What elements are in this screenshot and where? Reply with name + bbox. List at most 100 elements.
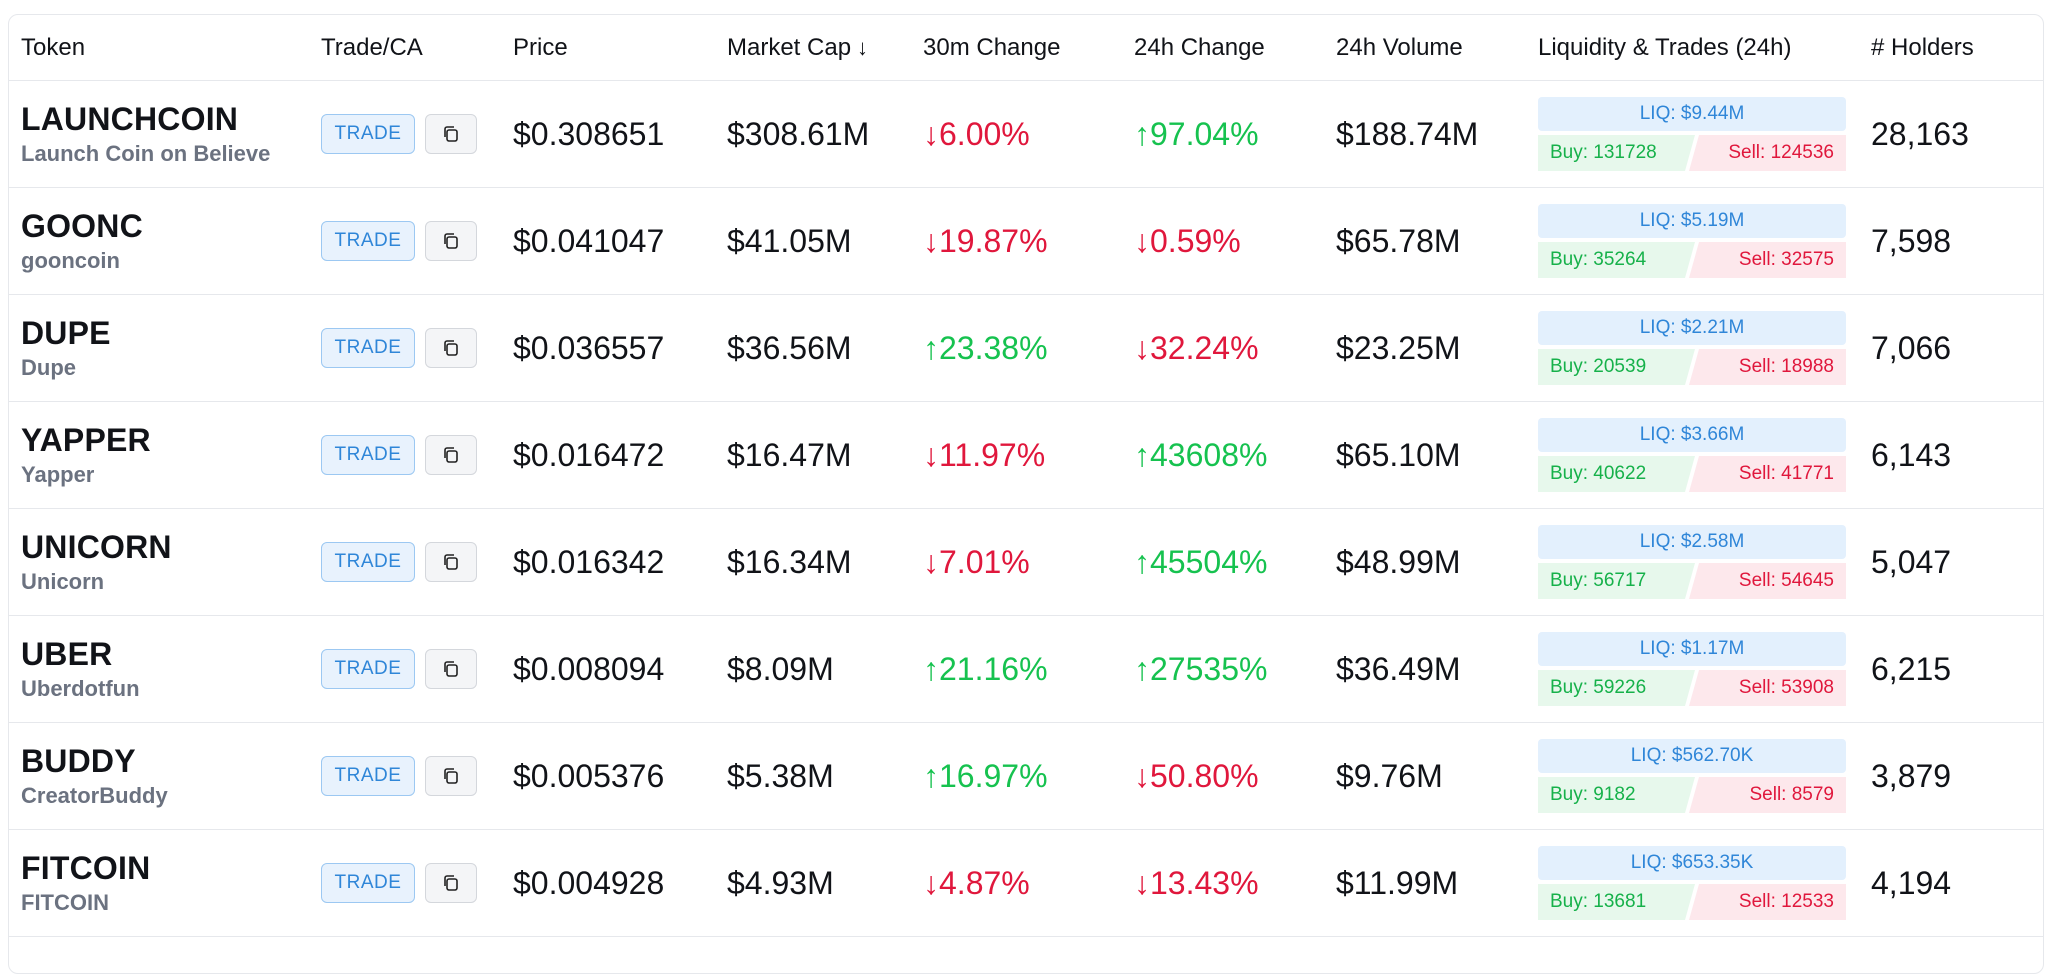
token-cell[interactable]: GOONC gooncoin — [9, 187, 309, 295]
sell-count: Sell: 54645 — [1689, 563, 1846, 599]
token-symbol[interactable]: LAUNCHCOIN — [21, 101, 239, 137]
token-name: Launch Coin on Believe — [21, 141, 271, 166]
header-market-cap-label[interactable]: Market Cap — [727, 33, 852, 61]
liquidity-trades-widget: LIQ: $3.66M Buy: 40622 Sell: 41771 — [1538, 418, 1846, 492]
price-cell: $0.041047 — [501, 187, 715, 295]
header-holders[interactable]: # Holders — [1859, 15, 2043, 81]
price-cell: $0.036557 — [501, 294, 715, 402]
liquidity-trades-widget: LIQ: $5.19M Buy: 35264 Sell: 32575 — [1538, 204, 1846, 278]
copy-address-button[interactable] — [425, 328, 477, 368]
copy-address-button[interactable] — [425, 863, 477, 903]
token-cell[interactable]: UBER Uberdotfun — [9, 615, 309, 723]
token-name: CreatorBuddy — [21, 783, 168, 808]
sell-count: Sell: 41771 — [1689, 456, 1846, 492]
trade-button[interactable]: TRADE — [321, 435, 415, 475]
token-symbol[interactable]: UBER — [21, 636, 113, 672]
table-row[interactable]: UNICORN Unicorn TRADE $0.016342 $16.34M ↓7.01… — [9, 508, 2043, 616]
token-cell[interactable]: UNICORN Unicorn — [9, 508, 309, 616]
buy-sell-bar: Buy: 59226 Sell: 53908 — [1538, 670, 1846, 706]
header-token[interactable]: Token — [9, 15, 309, 81]
change-24h-cell: ↓32.24% — [1122, 294, 1324, 402]
sell-count: Sell: 12533 — [1689, 884, 1846, 920]
copy-address-button[interactable] — [425, 542, 477, 582]
liquidity-trades-cell: LIQ: $2.58M Buy: 56717 Sell: 54645 — [1526, 508, 1859, 616]
price-cell: $0.308651 — [501, 80, 715, 188]
token-cell[interactable]: LAUNCHCOIN Launch Coin on Believe — [9, 80, 309, 188]
liquidity-trades-widget: LIQ: $562.70K Buy: 9182 Sell: 8579 — [1538, 739, 1846, 813]
token-cell[interactable]: BUDDY CreatorBuddy — [9, 722, 309, 830]
trade-button[interactable]: TRADE — [321, 756, 415, 796]
table-body: LAUNCHCOIN Launch Coin on Believe TRADE $0.… — [9, 80, 2043, 937]
token-name: gooncoin — [21, 248, 120, 273]
change-24h-cell: ↑43608% — [1122, 401, 1324, 509]
change-30m-cell: ↓4.87% — [911, 829, 1122, 937]
holders-cell: 28,163 — [1859, 80, 2043, 188]
volume-24h-cell: $23.25M — [1324, 294, 1526, 402]
change-30m-cell: ↓6.00% — [911, 80, 1122, 188]
liquidity-trades-widget: LIQ: $653.35K Buy: 13681 Sell: 12533 — [1538, 846, 1846, 920]
token-symbol[interactable]: DUPE — [21, 315, 111, 351]
token-name: Dupe — [21, 355, 76, 380]
trade-button[interactable]: TRADE — [321, 542, 415, 582]
header-price[interactable]: Price — [501, 15, 715, 81]
buy-count: Buy: 56717 — [1538, 563, 1695, 599]
table-row[interactable]: UBER Uberdotfun TRADE $0.008094 $8.09M ↑21.16… — [9, 615, 2043, 723]
token-symbol[interactable]: FITCOIN — [21, 850, 151, 886]
volume-24h-cell: $36.49M — [1324, 615, 1526, 723]
copy-address-button[interactable] — [425, 756, 477, 796]
header-trade-ca: Trade/CA — [309, 15, 501, 81]
price-cell: $0.016342 — [501, 508, 715, 616]
copy-address-button[interactable] — [425, 435, 477, 475]
change-30m-cell: ↑23.38% — [911, 294, 1122, 402]
token-symbol[interactable]: BUDDY — [21, 743, 136, 779]
market-cap-cell: $36.56M — [715, 294, 911, 402]
holders-cell: 3,879 — [1859, 722, 2043, 830]
liquidity-trades-cell: LIQ: $653.35K Buy: 13681 Sell: 12533 — [1526, 829, 1859, 937]
trade-ca-cell: TRADE — [309, 829, 501, 937]
header-change-24h[interactable]: 24h Change — [1122, 15, 1324, 81]
header-liquidity-trades[interactable]: Liquidity & Trades (24h) — [1526, 15, 1859, 81]
change-24h-cell: ↓0.59% — [1122, 187, 1324, 295]
token-cell[interactable]: YAPPER Yapper — [9, 401, 309, 509]
liquidity-trades-cell: LIQ: $562.70K Buy: 9182 Sell: 8579 — [1526, 722, 1859, 830]
table-row[interactable]: DUPE Dupe TRADE $0.036557 $36.56M ↑23.38% ↓32.… — [9, 294, 2043, 402]
header-volume-24h[interactable]: 24h Volume — [1324, 15, 1526, 81]
token-symbol[interactable]: YAPPER — [21, 422, 151, 458]
token-cell[interactable]: FITCOIN FITCOIN — [9, 829, 309, 937]
market-cap-cell: $41.05M — [715, 187, 911, 295]
header-market-cap[interactable]: Market Cap ↓ — [715, 15, 911, 81]
copy-address-button[interactable] — [425, 649, 477, 689]
liquidity-trades-cell: LIQ: $2.21M Buy: 20539 Sell: 18988 — [1526, 294, 1859, 402]
copy-address-button[interactable] — [425, 221, 477, 261]
liquidity-trades-widget: LIQ: $9.44M Buy: 131728 Sell: 124536 — [1538, 97, 1846, 171]
liquidity-trades-cell: LIQ: $1.17M Buy: 59226 Sell: 53908 — [1526, 615, 1859, 723]
token-symbol[interactable]: UNICORN — [21, 529, 172, 565]
trade-button[interactable]: TRADE — [321, 328, 415, 368]
buy-count: Buy: 40622 — [1538, 456, 1695, 492]
copy-address-button[interactable] — [425, 114, 477, 154]
liquidity-badge: LIQ: $562.70K — [1538, 739, 1846, 773]
liquidity-trades-cell: LIQ: $3.66M Buy: 40622 Sell: 41771 — [1526, 401, 1859, 509]
token-cell[interactable]: DUPE Dupe — [9, 294, 309, 402]
trade-button[interactable]: TRADE — [321, 221, 415, 261]
table-row[interactable]: LAUNCHCOIN Launch Coin on Believe TRADE $0.… — [9, 80, 2043, 188]
table-row[interactable]: BUDDY CreatorBuddy TRADE $0.005376 $5.38M ↑16… — [9, 722, 2043, 830]
market-cap-cell: $8.09M — [715, 615, 911, 723]
holders-cell: 5,047 — [1859, 508, 2043, 616]
table-row[interactable]: GOONC gooncoin TRADE $0.041047 $41.05M ↓19.87… — [9, 187, 2043, 295]
trade-button[interactable]: TRADE — [321, 649, 415, 689]
table-row[interactable]: FITCOIN FITCOIN TRADE $0.004928 $4.93M ↓4.87%… — [9, 829, 2043, 937]
volume-24h-cell: $11.99M — [1324, 829, 1526, 937]
trade-button[interactable]: TRADE — [321, 863, 415, 903]
liquidity-trades-cell: LIQ: $5.19M Buy: 35264 Sell: 32575 — [1526, 187, 1859, 295]
header-change-30m[interactable]: 30m Change — [911, 15, 1122, 81]
change-30m-cell: ↑16.97% — [911, 722, 1122, 830]
trade-button[interactable]: TRADE — [321, 114, 415, 154]
volume-24h-cell: $9.76M — [1324, 722, 1526, 830]
token-symbol[interactable]: GOONC — [21, 208, 143, 244]
token-name: FITCOIN — [21, 890, 109, 915]
market-cap-cell: $5.38M — [715, 722, 911, 830]
buy-sell-bar: Buy: 131728 Sell: 124536 — [1538, 135, 1846, 171]
arrow-down-icon[interactable]: ↓ — [857, 34, 869, 60]
table-row[interactable]: YAPPER Yapper TRADE $0.016472 $16.47M ↓11.97%… — [9, 401, 2043, 509]
